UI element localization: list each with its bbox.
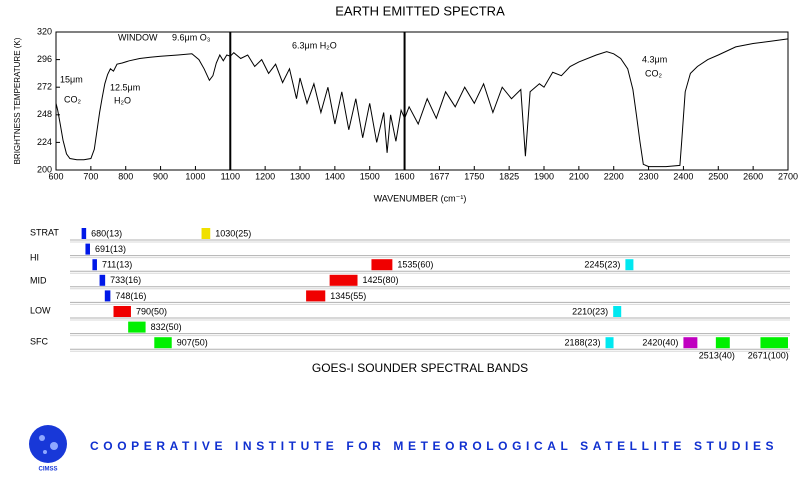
chart-title: EARTH EMITTED SPECTRA <box>335 3 505 18</box>
spectrum-line <box>55 38 789 168</box>
x-tick-label: 2200 <box>604 171 624 181</box>
x-tick-label: 1825 <box>499 171 519 181</box>
annotation: WINDOW <box>118 32 158 42</box>
footer-text: COOPERATIVE INSTITUTE FOR METEOROLOGICAL… <box>90 439 778 453</box>
band <box>113 306 131 317</box>
band-label: 691(13) <box>95 244 126 254</box>
x-tick-label: 800 <box>118 171 133 181</box>
band <box>104 290 111 302</box>
band <box>715 337 730 349</box>
y-tick-label: 200 <box>37 164 52 174</box>
annotation: CO₂ <box>64 94 82 104</box>
x-tick-label: 1300 <box>290 171 310 181</box>
band <box>683 337 698 349</box>
band <box>81 228 87 239</box>
band <box>613 306 622 317</box>
band-label: 1345(55) <box>330 291 366 301</box>
x-tick-label: 2400 <box>673 171 693 181</box>
band-label: 680(13) <box>91 228 122 238</box>
annotation: 4.3μm <box>642 54 667 64</box>
logo <box>29 425 67 463</box>
x-axis-label: WAVENUMBER (cm⁻¹) <box>374 193 467 203</box>
band <box>201 228 211 239</box>
level-label: HI <box>30 252 39 262</box>
bands-title: GOES-I SOUNDER SPECTRAL BANDS <box>312 361 528 375</box>
annotation: H₂O <box>114 95 131 105</box>
x-tick-label: 1200 <box>255 171 275 181</box>
x-tick-label: 1750 <box>464 171 484 181</box>
band-label: 711(13) <box>102 260 132 270</box>
band-label: 790(50) <box>136 306 167 316</box>
y-tick-label: 272 <box>37 82 52 92</box>
band-label: 2210(23) <box>572 306 608 316</box>
x-tick-label: 700 <box>83 171 98 181</box>
band <box>625 259 634 271</box>
y-tick-label: 320 <box>37 26 52 36</box>
y-axis-label: BRIGHTNESS TEMPERATURE (K) <box>13 37 22 164</box>
band-label: 1030(25) <box>215 228 251 238</box>
x-tick-label: 1000 <box>185 171 205 181</box>
x-tick-label: 1400 <box>325 171 345 181</box>
band <box>92 259 97 271</box>
x-tick-label: 1677 <box>429 171 449 181</box>
y-tick-label: 296 <box>37 54 52 64</box>
x-tick-label: 1500 <box>360 171 380 181</box>
x-tick-label: 1900 <box>534 171 554 181</box>
band-label: 2513(40) <box>699 351 735 361</box>
band-label: 748(16) <box>115 291 146 301</box>
annotation: 9.6μm O₃ <box>172 32 211 42</box>
level-label: SFC <box>30 336 49 346</box>
x-tick-label: 2100 <box>569 171 589 181</box>
logo-text: CIMSS <box>38 467 57 473</box>
level-label: LOW <box>30 305 51 315</box>
band-label: 733(16) <box>110 275 141 285</box>
band <box>371 259 393 271</box>
x-tick-label: 2600 <box>743 171 763 181</box>
x-tick-label: 1100 <box>221 171 240 181</box>
annotation: 12.5μm <box>110 82 140 92</box>
y-tick-label: 248 <box>37 109 52 119</box>
x-tick-label: 1600 <box>395 171 415 181</box>
band-label: 2420(40) <box>642 338 678 348</box>
band-label: 2245(23) <box>584 260 620 270</box>
band-label: 1535(60) <box>397 260 433 270</box>
y-tick-label: 224 <box>37 137 52 147</box>
x-tick-label: 600 <box>48 171 63 181</box>
x-tick-label: 900 <box>153 171 168 181</box>
band <box>99 274 106 286</box>
x-tick-label: 2500 <box>708 171 728 181</box>
band <box>329 274 358 286</box>
band-label: 2188(23) <box>564 338 600 348</box>
band <box>154 337 172 349</box>
band-label: 1425(80) <box>363 275 399 285</box>
band-label: 832(50) <box>151 322 182 332</box>
band <box>760 337 788 349</box>
level-label: MID <box>30 275 47 285</box>
band <box>306 290 326 302</box>
annotation: 6.3μm H₂O <box>292 40 337 50</box>
band <box>128 321 146 333</box>
x-tick-label: 2300 <box>639 171 659 181</box>
band <box>85 243 90 255</box>
plot-frame <box>55 31 789 171</box>
level-label: STRAT <box>30 227 59 237</box>
x-tick-label: 2700 <box>778 171 798 181</box>
band-label: 907(50) <box>177 338 208 348</box>
band <box>605 337 614 349</box>
annotation: CO₂ <box>645 68 663 78</box>
band-label: 2671(100) <box>748 351 789 361</box>
annotation: 15μm <box>60 74 83 84</box>
